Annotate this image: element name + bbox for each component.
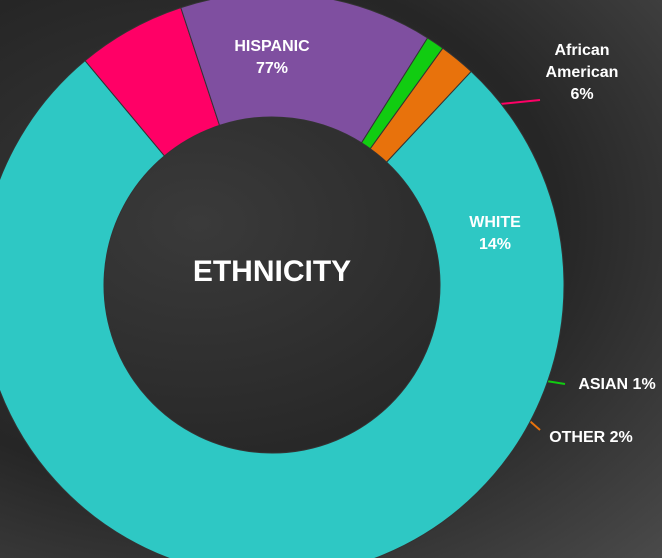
value-label: 6% <box>570 86 593 103</box>
value-label: 2% <box>610 429 633 446</box>
category-label: African American <box>546 42 619 81</box>
data-label: OTHER 2% <box>541 427 641 449</box>
slice <box>0 61 564 558</box>
category-label: HISPANIC <box>234 38 309 55</box>
category-label: OTHER <box>549 429 605 446</box>
value-label: 77% <box>256 60 288 77</box>
data-label: WHITE 14% <box>455 212 535 256</box>
data-label: ASIAN 1% <box>567 374 662 396</box>
value-label: 14% <box>479 236 511 253</box>
category-label: ASIAN <box>578 376 628 393</box>
category-label: WHITE <box>469 214 521 231</box>
chart-title: ETHNICITY <box>193 255 351 289</box>
page: ETHNICITY HISPANIC 77% African American 6% W… <box>0 0 662 558</box>
value-label: 1% <box>633 376 656 393</box>
data-label: African American 6% <box>532 40 632 106</box>
data-label: HISPANIC 77% <box>202 36 342 80</box>
